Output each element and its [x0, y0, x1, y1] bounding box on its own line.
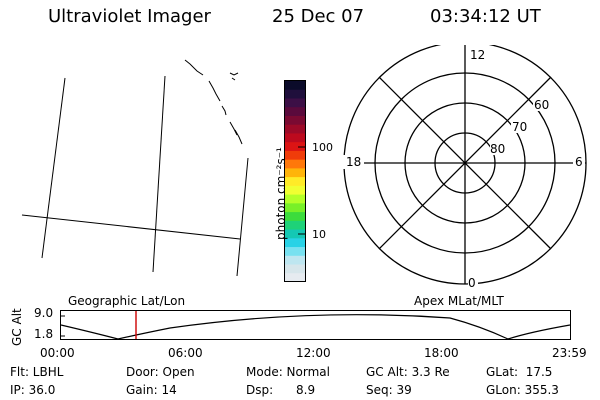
colorbar-segment	[285, 168, 305, 178]
gain-readout: Gain: 14	[126, 383, 177, 397]
timeline-right-label: Apex MLat/MLT	[414, 294, 504, 308]
colorbar-segment	[285, 89, 305, 99]
dsp-readout: Dsp: 8.9	[246, 383, 316, 397]
door-readout: Door: Open	[126, 365, 195, 379]
colorbar-segment	[285, 98, 305, 108]
mlt-diagonal	[378, 76, 552, 250]
colorbar-segment	[285, 229, 305, 239]
colorbar-tick-label: 100	[312, 141, 333, 154]
altitude-timeline	[60, 310, 571, 340]
mlt-label-right: 6	[575, 155, 583, 169]
colorbar-unit-label: photon cm⁻²s⁻¹	[274, 147, 288, 240]
colorbar-segment	[285, 124, 305, 134]
coastline	[208, 80, 221, 102]
colorbar-segment	[285, 115, 305, 126]
colorbar-segment	[285, 177, 305, 187]
filter-readout: Flt: LBHL	[10, 365, 64, 379]
colorbar-segment	[285, 247, 305, 257]
coastline	[229, 121, 238, 136]
colorbar-segment	[285, 81, 305, 91]
colorbar-segment	[285, 238, 305, 248]
mode-readout: Mode: Normal	[246, 365, 330, 379]
coastline	[229, 72, 239, 76]
coastline	[234, 129, 243, 145]
colorbar-segment	[285, 185, 305, 196]
colorbar-segment	[285, 212, 305, 222]
meridian-line	[236, 157, 249, 277]
meridian-line	[41, 77, 66, 259]
colorbar-segment	[285, 150, 305, 161]
mlt-label-top: 12	[470, 48, 485, 62]
coastline	[231, 77, 236, 81]
timeline-x-tick: 12:00	[296, 346, 331, 360]
gc-alt-readout: GC Alt: 3.3 Re	[366, 365, 450, 379]
timeline-x-tick: 06:00	[168, 346, 203, 360]
mlt-label-left: 18	[346, 155, 361, 169]
glon-readout: GLon: 355.3	[486, 383, 559, 397]
colorbar-segment	[285, 273, 305, 282]
timeline-x-tick: 23:59	[552, 346, 587, 360]
meridian-line	[152, 75, 166, 273]
colorbar-segment	[285, 159, 305, 169]
colorbar-segment	[285, 133, 305, 143]
timeline-left-label: Geographic Lat/Lon	[68, 294, 186, 308]
timeline-y-axis-label: GC Alt	[10, 308, 24, 346]
colorbar-segment	[285, 142, 305, 152]
polar-plot: 12 18 6 0 60 70 80	[342, 45, 587, 290]
ip-readout: IP: 36.0	[10, 383, 56, 397]
instrument-title: Ultraviolet Imager	[48, 6, 211, 27]
colorbar-segment	[285, 203, 305, 213]
colorbar-segment	[285, 194, 305, 204]
colorbar-segment	[285, 255, 305, 266]
colorbar-segment	[285, 264, 305, 274]
coastline	[221, 105, 227, 116]
timeline-y-tick: 9.0	[34, 306, 54, 320]
timeline-x-tick: 00:00	[40, 346, 75, 360]
colorbar-tick-label: 10	[312, 228, 326, 241]
coastline	[184, 59, 204, 76]
mlt-label-bottom: 0	[468, 276, 476, 290]
lat-label: 70	[512, 120, 527, 134]
seq-readout: Seq: 39	[366, 383, 412, 397]
colorbar-segment	[285, 220, 305, 231]
colorbar	[284, 80, 306, 282]
parallel-line	[21, 214, 241, 240]
lat-label: 60	[534, 98, 549, 112]
altitude-curve	[60, 314, 571, 340]
time-label: 03:34:12 UT	[430, 6, 541, 27]
lat-label: 80	[490, 142, 505, 156]
date-label: 25 Dec 07	[272, 6, 365, 27]
geographic-map	[21, 59, 249, 277]
glat-readout: GLat: 17.5	[486, 365, 553, 379]
colorbar-segment	[285, 107, 305, 117]
timeline-y-tick: 1.8	[34, 327, 54, 341]
timeline-x-tick: 18:00	[424, 346, 459, 360]
